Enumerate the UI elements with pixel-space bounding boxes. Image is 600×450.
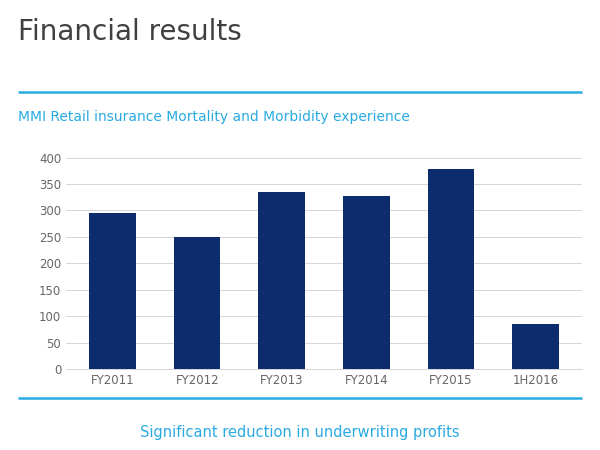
Bar: [428, 169, 474, 369]
Text: Significant reduction in underwriting profits: Significant reduction in underwriting pr…: [140, 425, 460, 440]
Bar: [174, 237, 220, 369]
Text: MMI Retail insurance Mortality and Morbidity experience: MMI Retail insurance Mortality and Morbi…: [18, 110, 410, 124]
Bar: [512, 324, 559, 369]
Bar: [259, 192, 305, 369]
Bar: [343, 196, 389, 369]
Text: Financial results: Financial results: [18, 18, 242, 46]
Bar: [89, 213, 136, 369]
